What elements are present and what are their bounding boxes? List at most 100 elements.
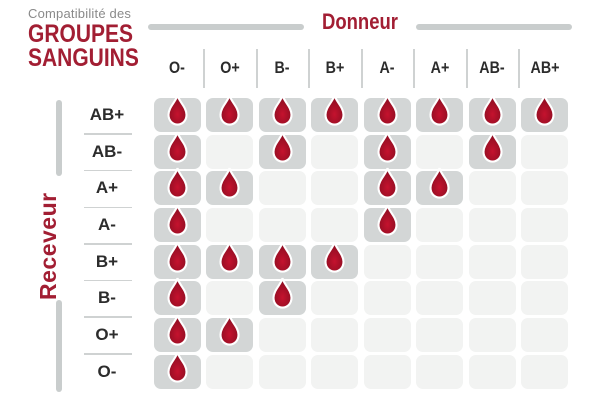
compat-cell-ab+-from-ab+ bbox=[521, 94, 568, 132]
receiver-row-label-a+: A+ bbox=[95, 178, 119, 198]
receiver-row-label-o+: O+ bbox=[95, 324, 119, 344]
column-separator bbox=[360, 49, 363, 88]
compat-cell-b+-from-o+ bbox=[206, 241, 253, 279]
donor-column-header-b-: B- bbox=[274, 58, 290, 77]
compat-cell-b--from-a+ bbox=[416, 281, 463, 316]
compat-cell-b--from-ab- bbox=[468, 281, 516, 316]
compat-cell-ab--from-ab- bbox=[468, 131, 516, 169]
blood-drop-icon bbox=[219, 241, 240, 273]
compat-cell-ab+-from-b+ bbox=[311, 94, 358, 132]
compat-cell-a--from-b- bbox=[258, 207, 306, 242]
blood-drop-icon bbox=[166, 131, 188, 163]
blood-drop-icon bbox=[481, 94, 503, 126]
compat-cell-ab+-from-a+ bbox=[416, 94, 463, 132]
receiver-row-label-ab-: AB- bbox=[91, 141, 123, 161]
row-separator bbox=[84, 133, 132, 135]
column-separator bbox=[465, 49, 468, 88]
compat-cell-o--from-o- bbox=[153, 351, 201, 389]
compat-cell-o+-from-b- bbox=[258, 317, 306, 352]
compat-cell-o--from-a- bbox=[363, 354, 411, 389]
blood-drop-icon bbox=[376, 168, 398, 199]
blood-drop-icon bbox=[481, 131, 503, 163]
blood-drop-icon bbox=[219, 168, 240, 199]
title-eyebrow: Compatibilité des bbox=[28, 6, 132, 21]
compat-cell-o+-from-a- bbox=[363, 317, 411, 352]
compat-cell-o+-from-a+ bbox=[416, 317, 463, 352]
blood-drop-icon bbox=[271, 94, 293, 126]
column-separator bbox=[255, 49, 258, 88]
blood-drop-icon bbox=[429, 94, 450, 126]
compat-cell-a+-from-b- bbox=[258, 171, 306, 206]
column-separator bbox=[203, 49, 206, 88]
compat-cell-ab--from-ab+ bbox=[521, 134, 568, 169]
compat-cell-a--from-ab+ bbox=[521, 207, 568, 242]
compat-cell-ab--from-a- bbox=[363, 131, 411, 169]
column-separator bbox=[308, 49, 311, 88]
column-separator bbox=[413, 49, 416, 88]
blood-drop-icon bbox=[271, 131, 293, 163]
compat-cell-b+-from-b- bbox=[258, 241, 306, 279]
compat-cell-o--from-o+ bbox=[206, 354, 253, 389]
compat-cell-ab+-from-o+ bbox=[206, 94, 253, 132]
donor-column-header-o+: O+ bbox=[219, 58, 240, 77]
receiver-row-label-o-: O- bbox=[97, 361, 117, 381]
compat-cell-a+-from-b+ bbox=[311, 171, 358, 206]
donor-column-header-ab+: AB+ bbox=[530, 58, 559, 77]
blood-drop-icon bbox=[429, 168, 450, 199]
compat-cell-ab--from-b- bbox=[258, 131, 306, 169]
title-line-groupes: GROUPES bbox=[28, 20, 134, 48]
blood-drop-icon bbox=[271, 241, 293, 273]
receiver-header-line-top bbox=[56, 100, 62, 176]
compat-cell-ab+-from-ab- bbox=[468, 94, 516, 132]
compat-cell-o+-from-o- bbox=[153, 314, 201, 352]
compat-cell-a+-from-o+ bbox=[206, 168, 253, 206]
donor-header-line-left bbox=[148, 24, 304, 30]
blood-drop-icon bbox=[324, 94, 345, 126]
blood-drop-icon bbox=[376, 94, 398, 126]
compat-cell-a--from-ab- bbox=[468, 207, 516, 242]
blood-drop-icon bbox=[376, 131, 398, 163]
compat-cell-b--from-o- bbox=[153, 278, 201, 316]
blood-drop-icon bbox=[166, 351, 188, 383]
blood-drop-icon bbox=[166, 278, 188, 309]
row-separator bbox=[84, 279, 132, 282]
compat-cell-b+-from-a+ bbox=[416, 244, 463, 279]
row-separator bbox=[84, 316, 132, 318]
compat-cell-a--from-b+ bbox=[311, 207, 358, 242]
receiver-header-line-bottom bbox=[56, 300, 62, 392]
receiver-row-label-ab+: AB+ bbox=[89, 105, 125, 124]
compat-cell-o--from-b+ bbox=[311, 354, 358, 389]
receiver-row-label-a-: A- bbox=[98, 214, 116, 234]
blood-drop-icon bbox=[324, 241, 345, 273]
compat-cell-ab--from-o- bbox=[153, 131, 201, 169]
receiver-row-label-b-: B- bbox=[98, 288, 116, 308]
compat-cell-a--from-o- bbox=[153, 204, 201, 242]
compat-cell-a+-from-a- bbox=[363, 168, 411, 206]
compat-cell-a+-from-ab+ bbox=[521, 171, 568, 206]
compat-cell-a+-from-a+ bbox=[416, 168, 463, 206]
compat-cell-a--from-o+ bbox=[206, 207, 253, 242]
donor-column-header-o-: O- bbox=[169, 58, 185, 77]
donor-header-line-right bbox=[416, 24, 572, 30]
compat-cell-a+-from-o- bbox=[153, 168, 201, 206]
compat-cell-b+-from-o- bbox=[153, 241, 201, 279]
blood-drop-icon bbox=[166, 241, 188, 273]
compat-cell-b--from-b- bbox=[258, 278, 306, 316]
blood-drop-icon bbox=[376, 204, 398, 236]
donor-column-header-ab-: AB- bbox=[479, 58, 505, 77]
compat-cell-o--from-ab+ bbox=[521, 354, 568, 389]
row-separator bbox=[84, 243, 132, 245]
blood-drop-icon bbox=[166, 94, 188, 126]
title-line-sanguins: SANGUINS bbox=[28, 44, 139, 72]
row-separator bbox=[84, 206, 132, 208]
compat-cell-b+-from-a- bbox=[363, 244, 411, 279]
compat-cell-o+-from-ab+ bbox=[521, 317, 568, 352]
compat-cell-ab+-from-a- bbox=[363, 94, 411, 132]
donor-column-header-b+: B+ bbox=[325, 58, 344, 77]
compat-cell-ab--from-o+ bbox=[206, 134, 253, 169]
blood-drop-icon bbox=[166, 168, 188, 199]
row-separator bbox=[84, 353, 132, 355]
blood-drop-icon bbox=[166, 204, 188, 236]
blood-drop-icon bbox=[271, 278, 293, 309]
